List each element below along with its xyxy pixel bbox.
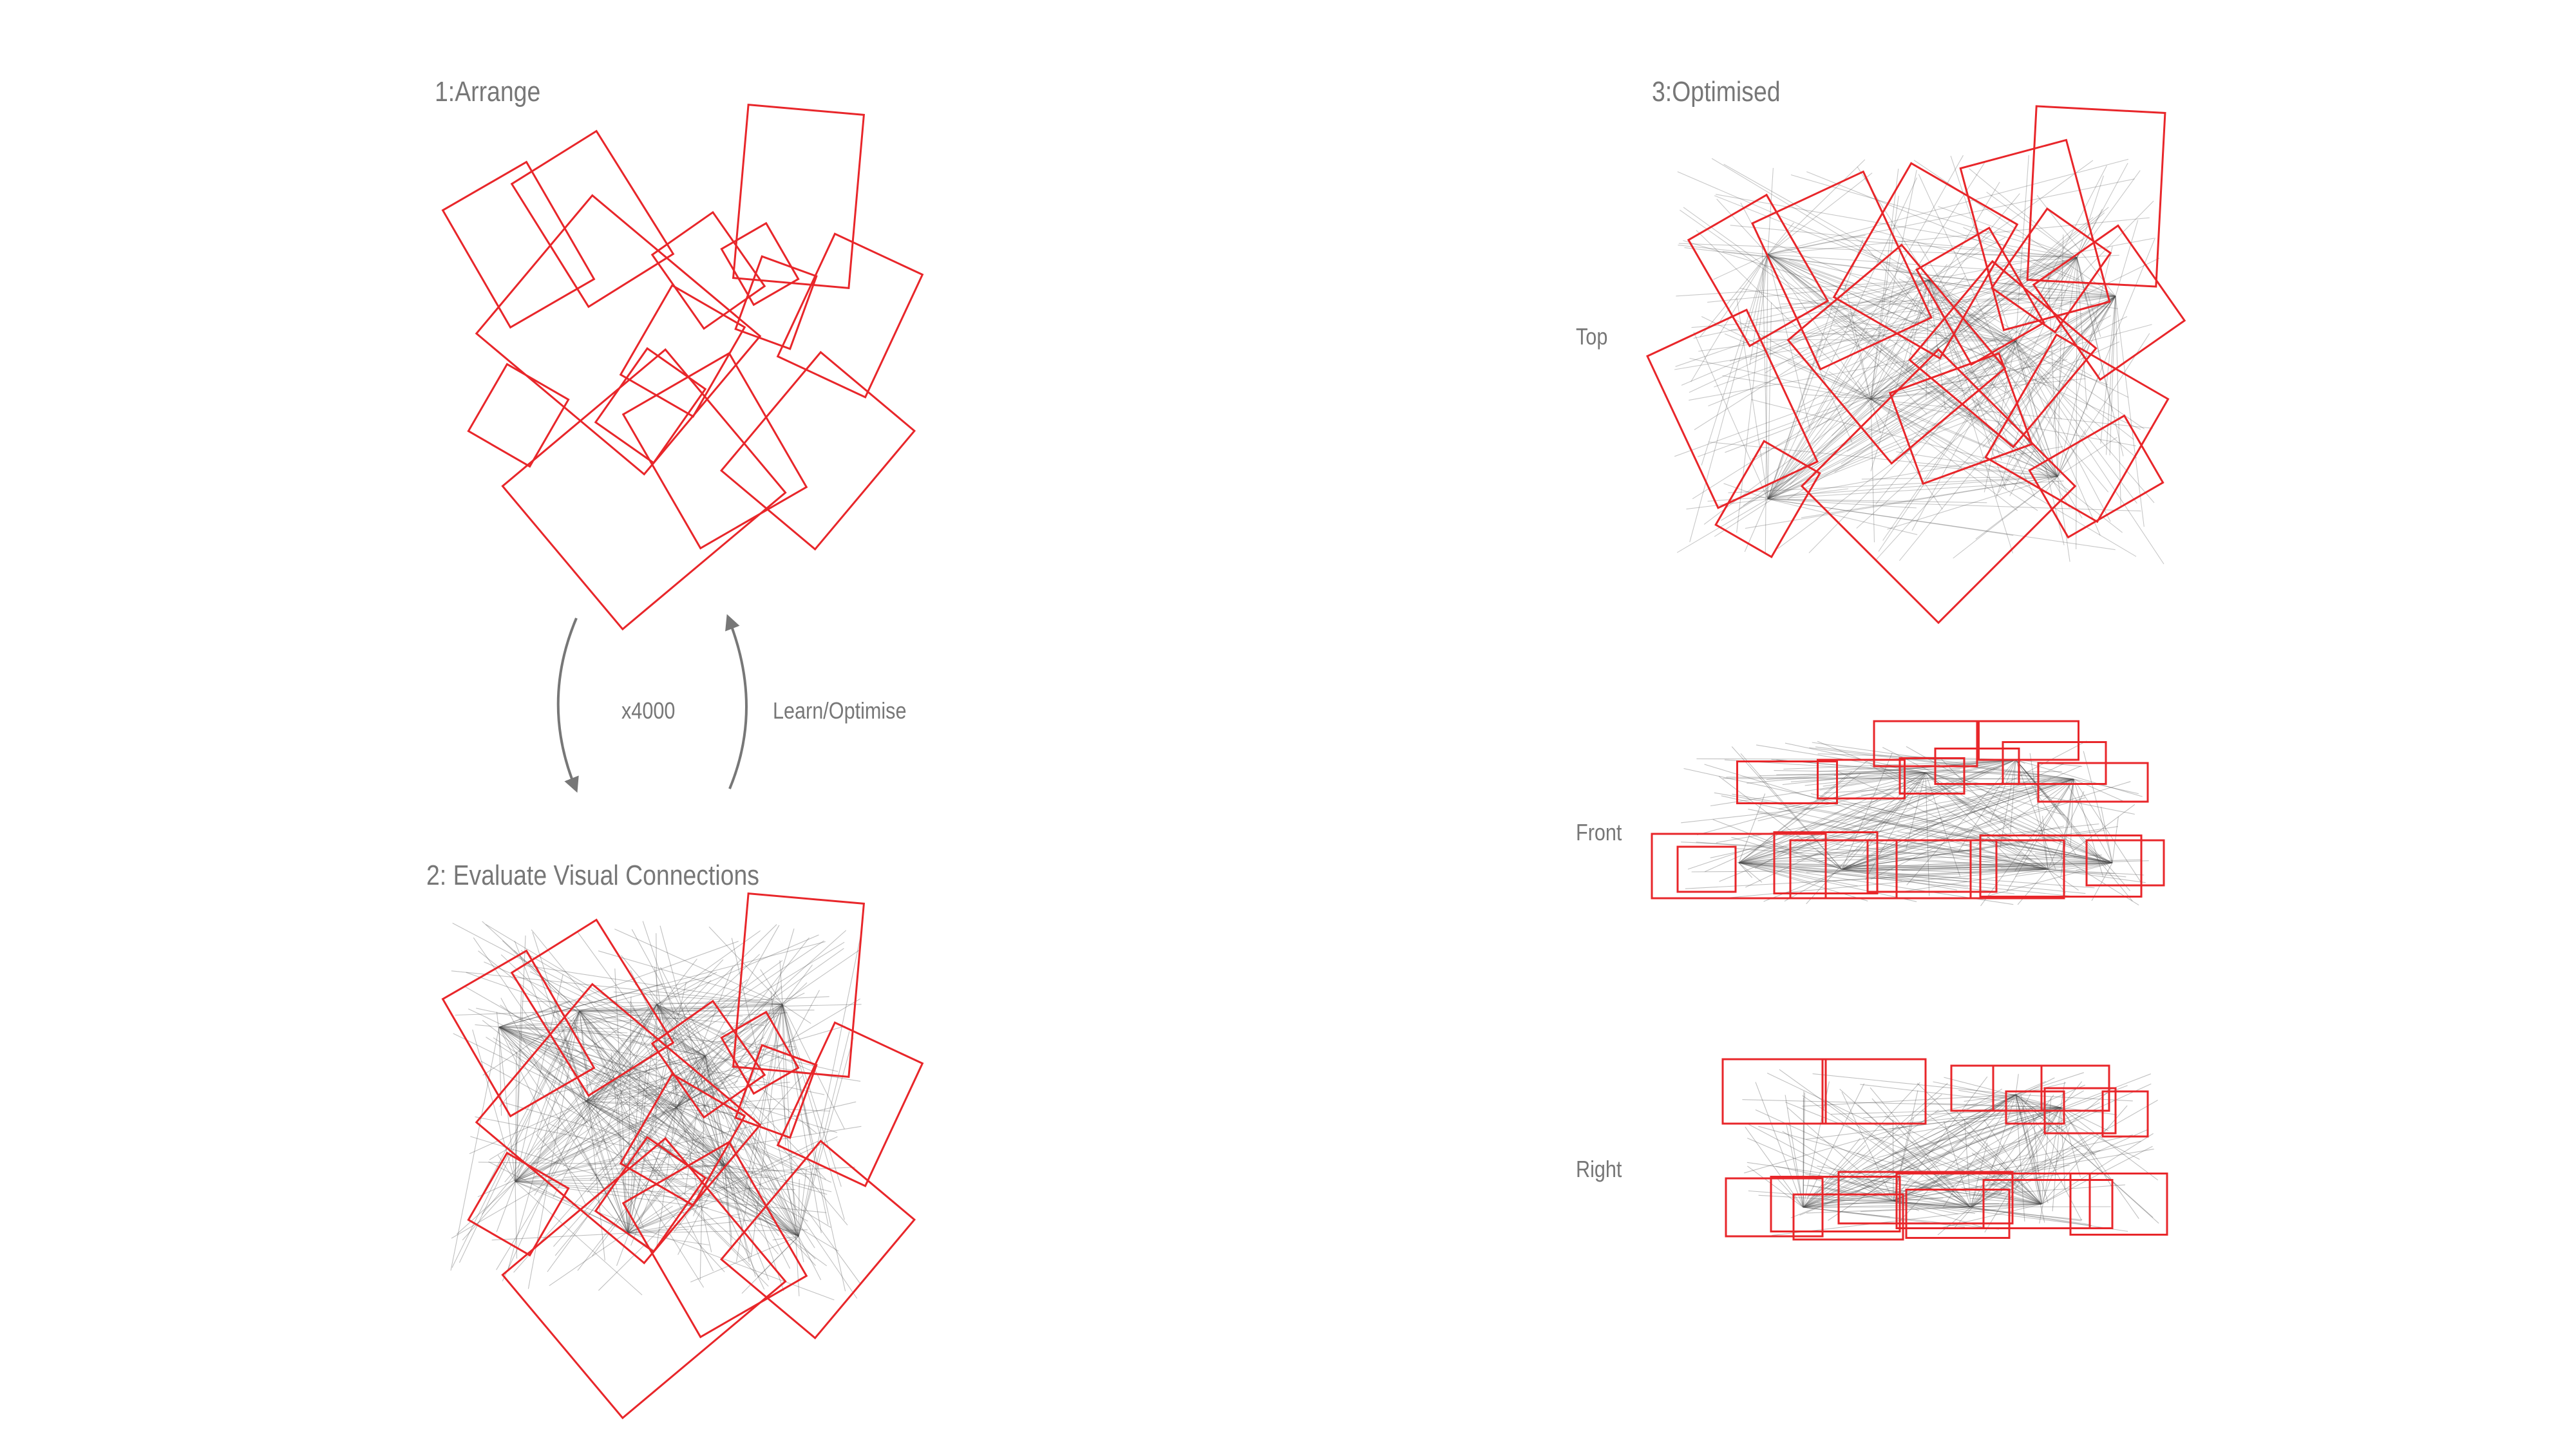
arrow-down [558,618,576,786]
optimised-right-view [1723,1059,2167,1240]
frame-rect [596,348,705,463]
arrow-up [730,621,746,789]
frame-rect [621,285,745,417]
optimised-front-view [1652,721,2164,906]
evaluate-panel [443,894,923,1418]
iterations-label: x4000 [621,697,675,724]
frame-rect [443,162,594,328]
frame-rect [734,894,864,1077]
view-top-label: Top [1576,323,1607,350]
view-front-label: Front [1576,819,1622,846]
loop-label: Learn/Optimise [773,697,906,724]
frame-rect [1678,847,1736,892]
frame-rect [735,256,817,349]
frame-rect [477,195,760,474]
frame-rect [2070,1174,2167,1235]
frame-rect [468,364,568,467]
sightline-group [1674,155,2164,564]
arrange-panel [443,105,923,629]
frame-rect [734,105,864,288]
step2-title: 2: Evaluate Visual Connections [426,860,759,892]
step1-title: 1:Arrange [435,76,540,108]
frame-rect [778,234,923,397]
view-right-label: Right [1576,1156,1622,1183]
frame-rect [1979,721,2079,760]
optimised-top-view [1647,106,2184,623]
frame-rect [652,212,765,329]
step3-title: 3:Optimised [1652,76,1781,108]
